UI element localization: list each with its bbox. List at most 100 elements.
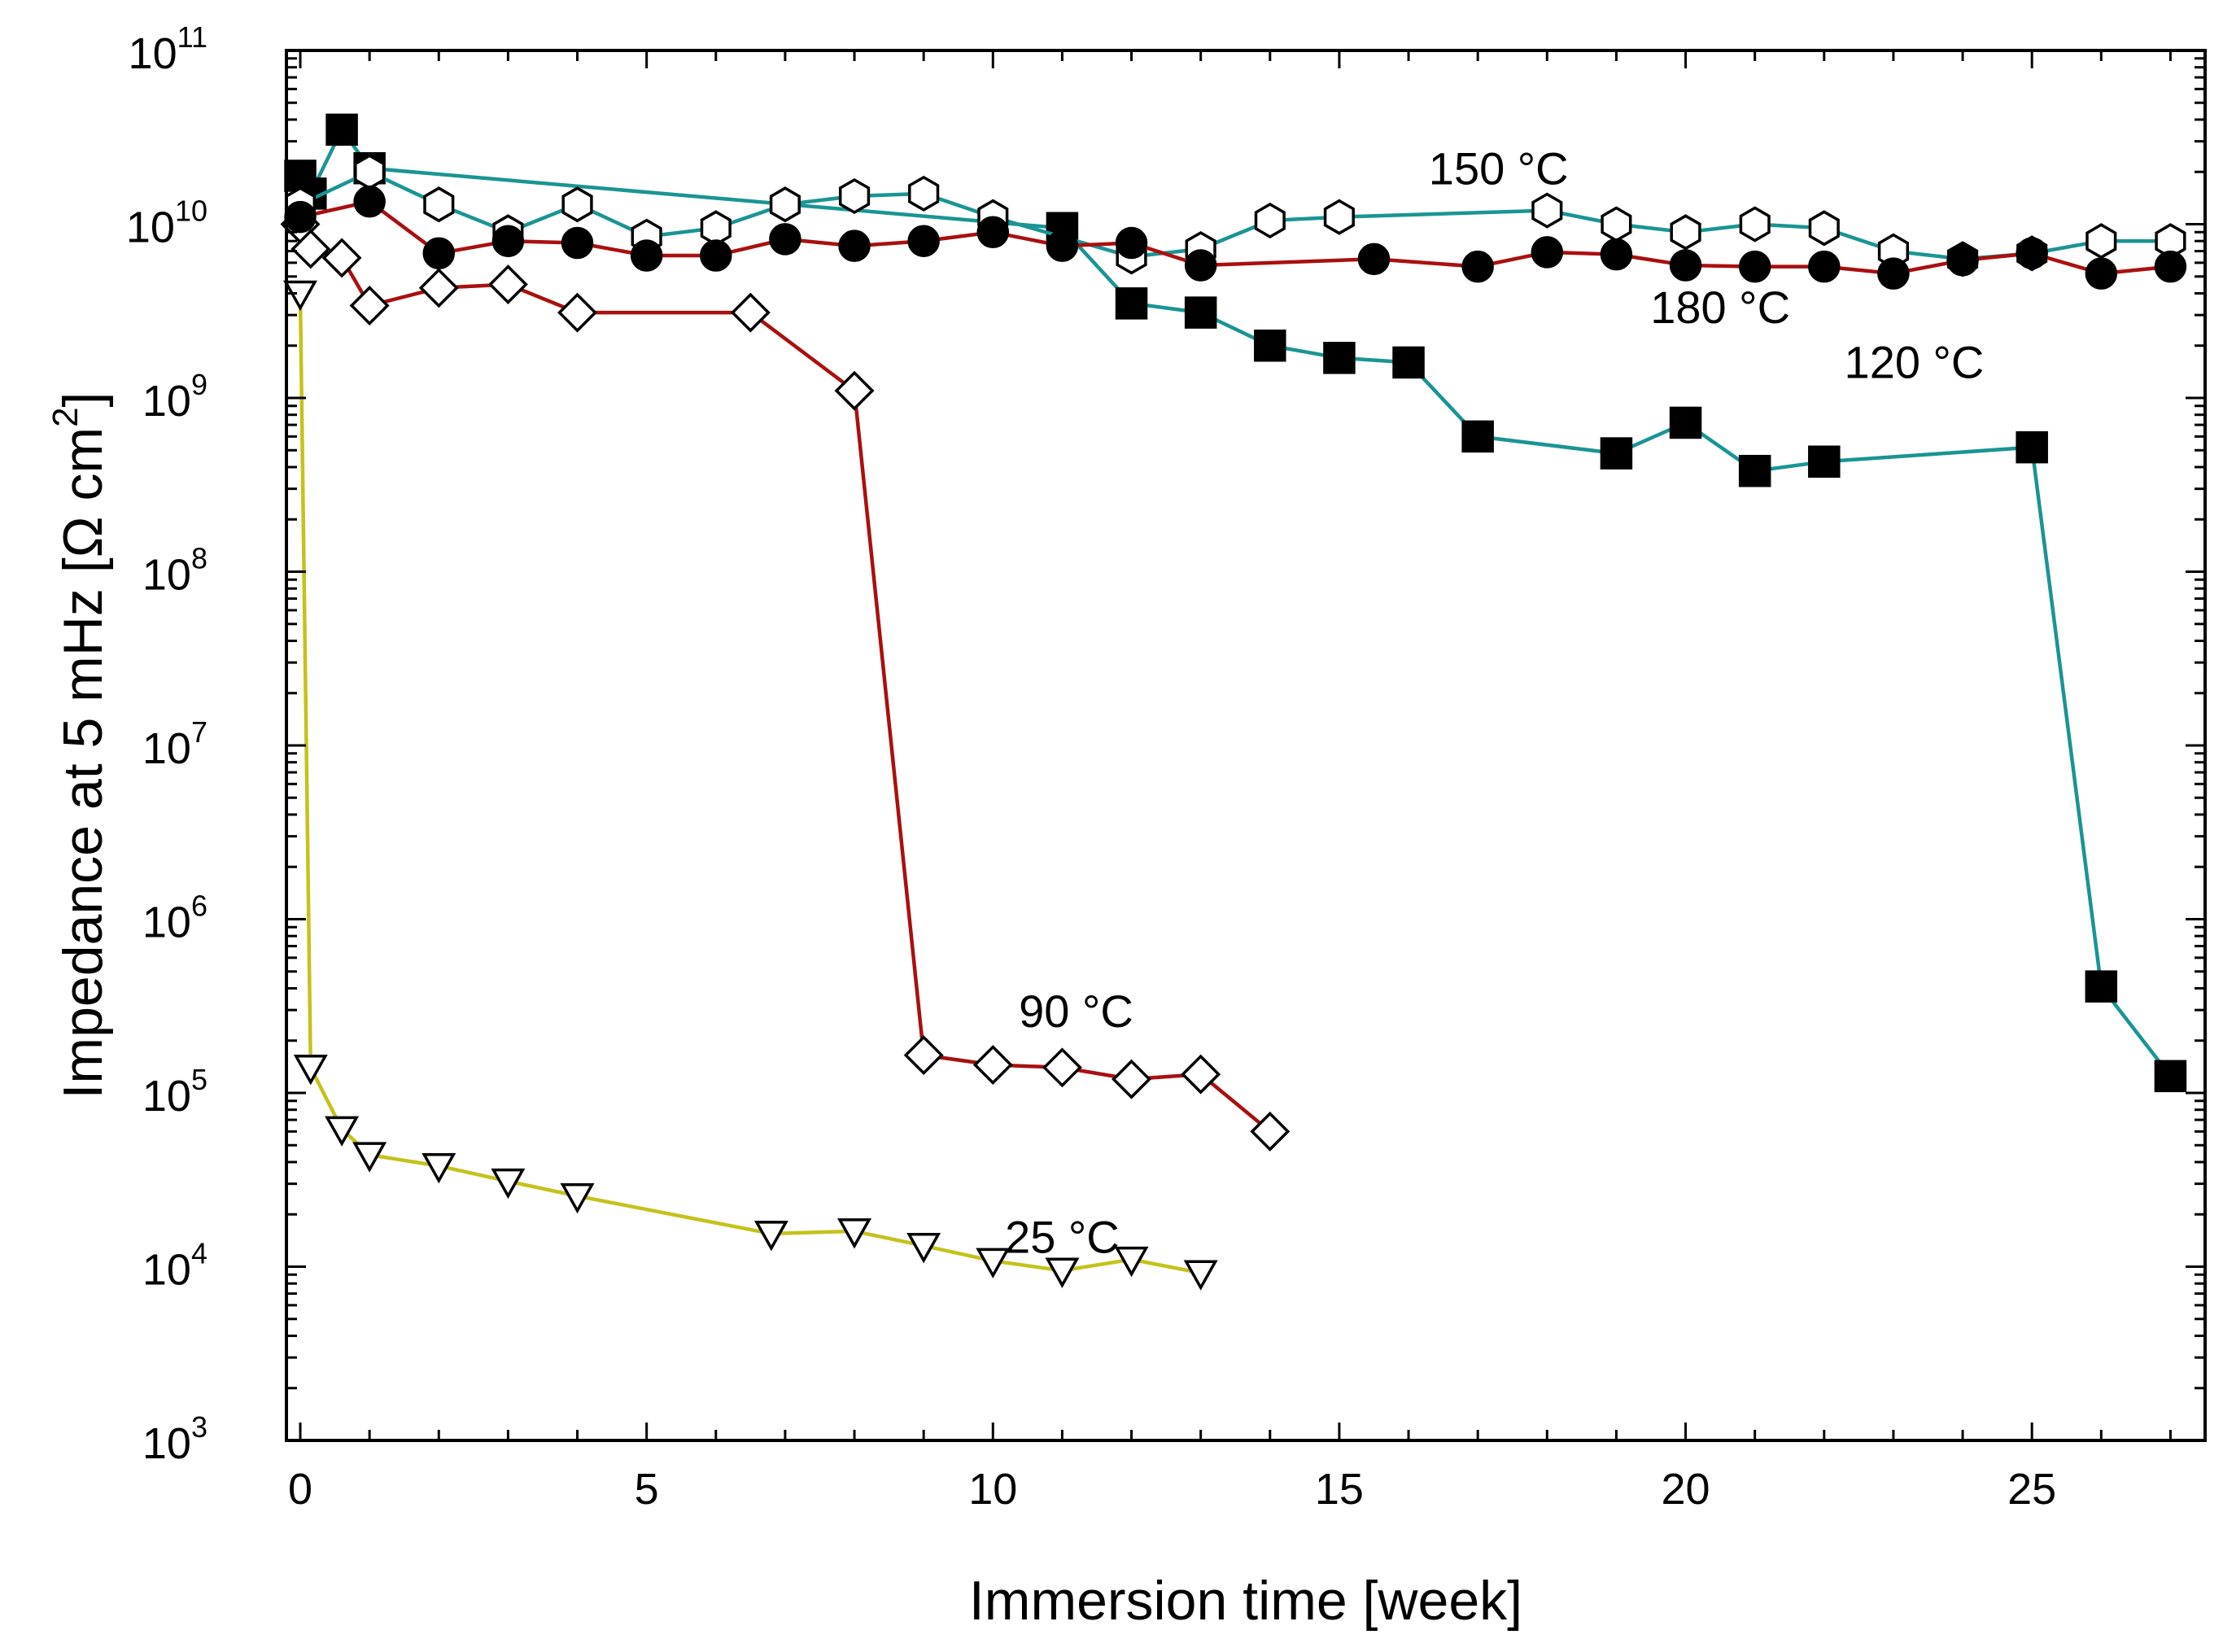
data-point	[837, 1218, 872, 1249]
data-point	[491, 225, 525, 257]
data-point	[1461, 420, 1494, 453]
y-tick-label: 107	[142, 715, 207, 773]
data-point	[1531, 236, 1564, 269]
data-point	[325, 113, 358, 146]
data-point	[1877, 257, 1910, 290]
data-point	[1181, 1054, 1221, 1095]
data-point	[1323, 342, 1356, 374]
data-point	[1600, 437, 1633, 470]
y-axis-label-superscript: 2	[46, 407, 85, 426]
data-point	[834, 370, 875, 411]
data-point	[1670, 214, 1701, 251]
data-point	[1184, 296, 1217, 329]
data-point	[1808, 445, 1841, 479]
data-point	[1357, 243, 1391, 276]
data-point	[290, 229, 331, 269]
data-point	[1042, 1047, 1082, 1088]
y-tick-label: 1010	[126, 194, 207, 252]
y-tick-label: 108	[142, 542, 207, 600]
data-point	[903, 1035, 944, 1076]
data-point	[700, 239, 732, 272]
data-point	[838, 177, 871, 215]
data-point	[353, 185, 386, 218]
series-25c	[283, 280, 1218, 1291]
data-point	[2085, 223, 2117, 260]
data-point	[418, 268, 459, 308]
series-label: 25 °C	[1005, 1212, 1120, 1263]
data-point	[1461, 250, 1494, 283]
data-point	[1601, 206, 1632, 243]
data-point	[325, 1116, 360, 1147]
x-tick-label: 15	[1315, 1465, 1364, 1514]
y-tick-label: 106	[142, 889, 207, 947]
y-tick-label: 1011	[129, 20, 207, 78]
data-point	[1045, 1257, 1080, 1288]
data-point	[1739, 206, 1771, 243]
data-point	[2016, 430, 2048, 464]
data-point	[1184, 249, 1217, 282]
y-tick-label: 109	[142, 368, 207, 426]
data-point	[1183, 1260, 1218, 1291]
data-point	[976, 216, 1010, 249]
data-point	[283, 280, 318, 312]
data-point	[284, 200, 317, 234]
series-label: 120 °C	[1845, 337, 1985, 388]
data-point	[421, 1152, 456, 1184]
x-tick-label: 0	[288, 1465, 312, 1514]
data-point	[630, 239, 663, 272]
data-point	[422, 237, 456, 270]
axis-layer: 0 5 10 15 20 25 103 104 105 106 107 108 109 1010 1011	[126, 20, 2205, 1514]
data-point	[1946, 244, 1979, 277]
data-point	[561, 186, 593, 223]
x-tick-label: 20	[1662, 1465, 1710, 1514]
data-point	[1808, 210, 1840, 247]
data-point	[1600, 238, 1633, 271]
data-point	[1808, 250, 1841, 283]
data-point	[2154, 1060, 2187, 1093]
data-point	[293, 1055, 328, 1086]
data-point	[906, 1233, 941, 1264]
data-point	[2154, 250, 2187, 283]
data-point	[730, 292, 771, 333]
y-tick-label: 105	[142, 1063, 207, 1121]
x-axis-label: Immersion time [week]	[969, 1570, 1522, 1632]
data-point	[2085, 257, 2118, 290]
series-label: 150 °C	[1429, 142, 1569, 194]
data-point	[907, 225, 940, 257]
data-point	[352, 1142, 387, 1173]
y-tick-label: 104	[142, 1237, 207, 1295]
data-point	[1323, 199, 1355, 235]
data-point	[908, 175, 940, 212]
series-label: 180 °C	[1650, 282, 1790, 333]
data-point	[769, 223, 801, 256]
data-point	[560, 1182, 595, 1214]
data-point	[838, 229, 871, 262]
data-point	[1738, 454, 1771, 487]
data-point	[1046, 229, 1079, 262]
data-point	[423, 186, 455, 223]
data-point	[349, 286, 390, 326]
data-point	[2016, 237, 2048, 270]
data-point	[321, 238, 362, 278]
data-point	[1531, 192, 1563, 229]
data-point	[972, 1045, 1013, 1086]
data-point	[354, 154, 386, 190]
series-label-layer: 25 °C 90 °C 120 °C 150 °C 180 °C	[1005, 142, 1984, 1262]
series-90c	[280, 204, 1291, 1152]
x-tick-label: 10	[968, 1465, 1017, 1514]
data-point	[976, 1248, 1011, 1278]
x-tick-label: 5	[635, 1465, 659, 1514]
series-180c	[284, 185, 2187, 290]
data-point	[487, 264, 528, 305]
data-point	[491, 1168, 526, 1200]
data-point	[1738, 250, 1771, 283]
data-point	[561, 226, 594, 260]
data-point	[1114, 1246, 1149, 1278]
data-point	[1669, 406, 1702, 439]
data-point	[1392, 346, 1425, 379]
x-tick-label: 25	[2007, 1465, 2056, 1514]
series-label: 90 °C	[1019, 986, 1133, 1037]
series-layer	[280, 113, 2187, 1291]
